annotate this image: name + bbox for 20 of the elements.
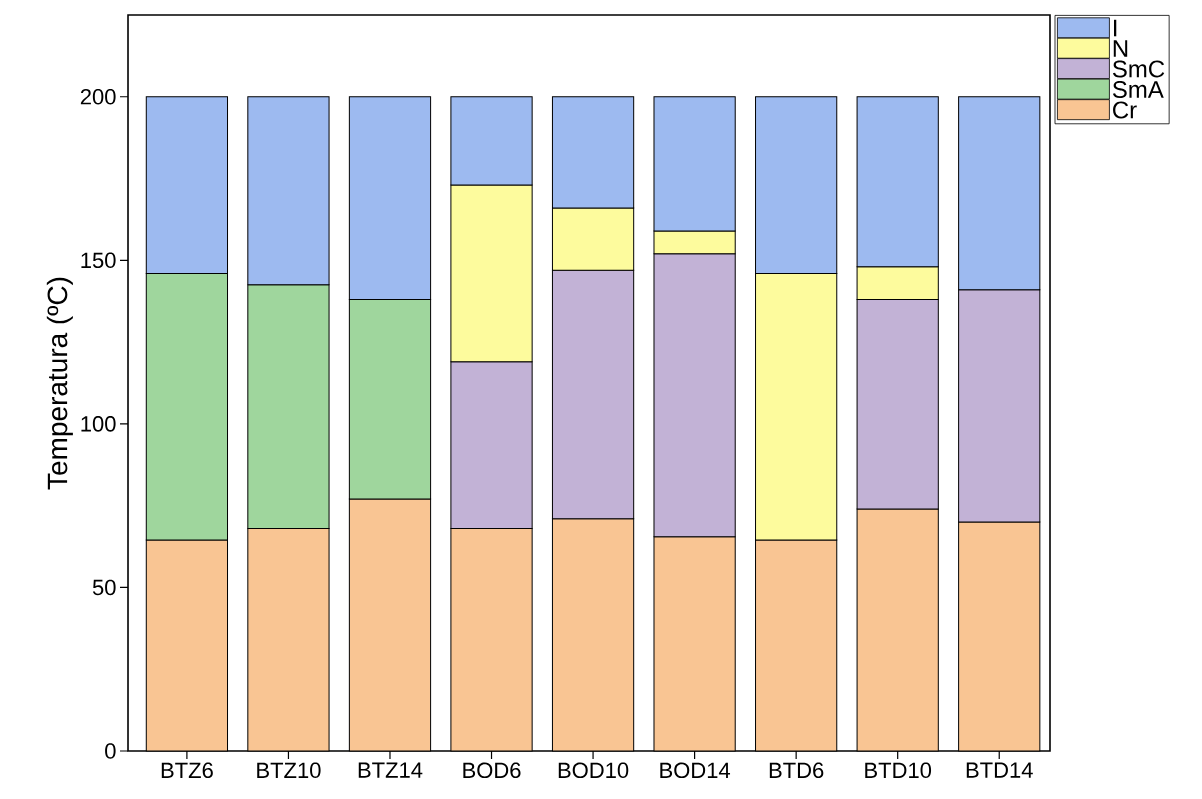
legend-label: N: [1113, 40, 1128, 57]
y-tick-label: 150: [81, 252, 116, 269]
x-tick-label: BTZ14: [358, 762, 423, 778]
x-tick-label: BOD14: [660, 762, 731, 779]
x-tick-label: BOD6: [463, 762, 521, 779]
legend-label: I: [1114, 19, 1117, 37]
y-tick-label: 0: [105, 743, 116, 759]
x-tick-label: BTZ6: [161, 762, 213, 779]
y-tick-label: 50: [92, 579, 116, 596]
y-tick-label: 200: [80, 88, 116, 105]
x-tick-label: BTD10: [865, 762, 932, 779]
legend-label: SmC: [1112, 60, 1165, 78]
legend-label: SmA: [1112, 81, 1164, 98]
legend-label: Cr: [1113, 101, 1137, 119]
y-tick-label: 100: [81, 416, 116, 432]
y-axis-title: Temperatura (ºC): [46, 277, 73, 490]
x-tick-label: BTD14: [966, 762, 1033, 778]
x-tick-label: BTD6: [769, 762, 824, 779]
x-tick-label: BOD10: [558, 762, 629, 779]
x-tick-label: BTZ10: [257, 762, 321, 779]
